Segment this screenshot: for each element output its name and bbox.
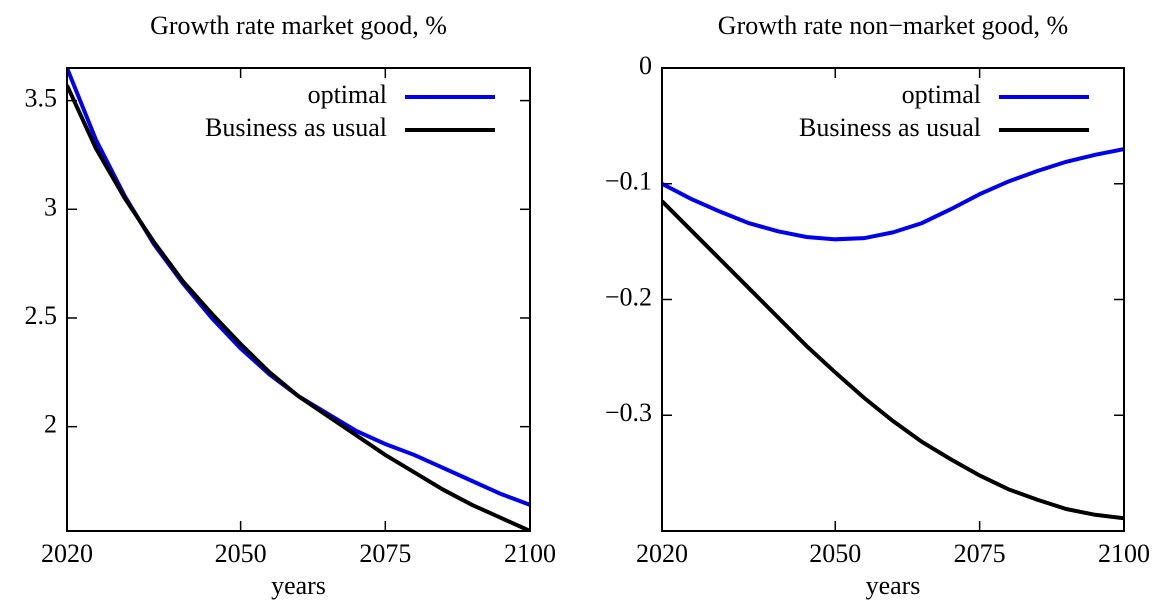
- legend-label: Business as usual: [205, 113, 387, 142]
- chart-title: Growth rate market good, %: [150, 11, 447, 40]
- legend-label: Business as usual: [799, 113, 981, 142]
- y-tick-label: 3: [44, 192, 57, 221]
- x-tick-label: 2100: [1098, 539, 1150, 568]
- x-tick-label: 2075: [359, 539, 411, 568]
- data-line: [662, 199, 1124, 521]
- chart-title: Growth rate non−market good, %: [718, 11, 1068, 40]
- y-tick-label: −0.3: [605, 398, 652, 427]
- x-axis-label: years: [271, 571, 326, 600]
- data-line: [662, 147, 1124, 242]
- x-axis-label: years: [866, 571, 921, 600]
- plot-frame: [66, 67, 531, 532]
- y-tick-label: 0: [639, 51, 652, 80]
- x-tick-label: 2075: [954, 539, 1006, 568]
- x-tick-label: 2020: [41, 539, 93, 568]
- x-tick-label: 2050: [215, 539, 267, 568]
- y-tick-label: 2: [44, 410, 57, 439]
- y-tick-label: 2.5: [25, 301, 58, 330]
- x-tick-label: 2100: [504, 539, 556, 568]
- legend-label: optimal: [308, 80, 387, 109]
- y-tick-label: −0.1: [605, 167, 652, 196]
- legend-label: optimal: [902, 80, 981, 109]
- y-tick-label: 3.5: [25, 84, 58, 113]
- plot-frame: [661, 67, 1125, 532]
- x-tick-label: 2020: [636, 539, 688, 568]
- y-tick-label: −0.2: [605, 282, 652, 311]
- x-tick-label: 2050: [809, 539, 861, 568]
- data-line: [67, 84, 530, 531]
